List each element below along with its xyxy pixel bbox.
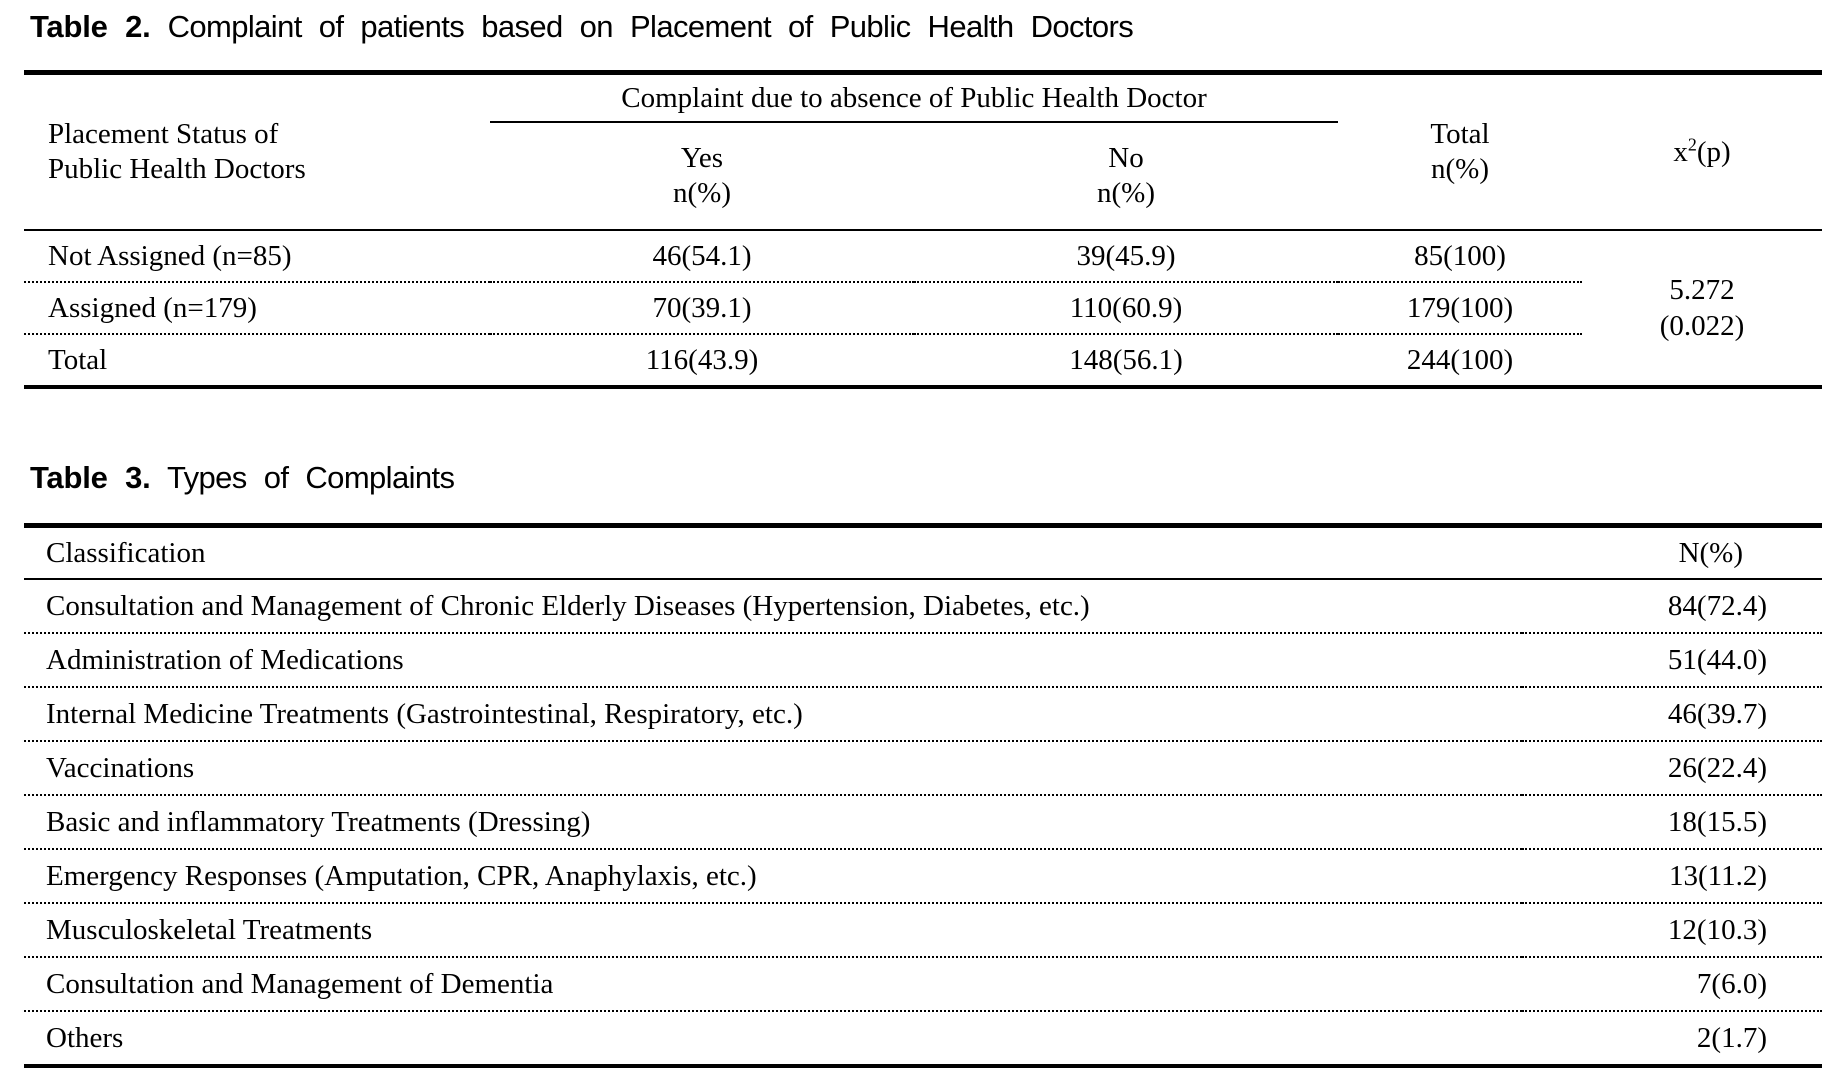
table2-header-yes-line2: n(%)	[673, 177, 731, 209]
row-label: Musculoskeletal Treatments	[24, 903, 1522, 958]
table3-complaint-types: Classification N(%) Consultation and Man…	[24, 523, 1822, 1068]
table2-header-chi-square: x2(p)	[1582, 72, 1822, 231]
table-row: Consultation and Management of Chronic E…	[24, 579, 1822, 634]
table-row: Musculoskeletal Treatments 12(10.3)	[24, 903, 1822, 958]
inter-table-gap	[24, 389, 1822, 457]
table3-header-row: Classification N(%)	[24, 525, 1822, 580]
table2-header-no-line2: n(%)	[1097, 177, 1155, 209]
cell-no: 110(60.9)	[914, 282, 1338, 335]
table-row: Basic and inflammatory Treatments (Dress…	[24, 795, 1822, 850]
cell-n-percent: 13(11.2)	[1522, 849, 1822, 904]
cell-n-percent: 7(6.0)	[1522, 957, 1822, 1012]
table2-caption-text: Complaint of patients based on Placement…	[167, 9, 1134, 44]
table2-header-total-line1: Total	[1430, 118, 1490, 150]
row-label: Administration of Medications	[24, 633, 1522, 688]
table3-caption: Table 3. Types of Complaints	[30, 457, 1822, 499]
row-label: Consultation and Management of Chronic E…	[24, 579, 1522, 634]
chi-square-value-cell: 5.272 (0.022)	[1582, 230, 1822, 387]
table-row: Assigned (n=179) 70(39.1) 110(60.9) 179(…	[24, 282, 1822, 335]
table2-header: Placement Status of Public Health Doctor…	[24, 72, 1822, 231]
chi-square-p: (p)	[1696, 135, 1731, 168]
cell-no: 148(56.1)	[1069, 343, 1183, 376]
chi-square-p-value: (0.022)	[1659, 310, 1745, 342]
cell-no: 39(45.9)	[914, 230, 1338, 283]
chi-square-symbol: x	[1673, 135, 1688, 168]
table3-header-n-percent: N(%)	[1522, 525, 1822, 580]
row-label: Not Assigned (n=85)	[24, 230, 490, 283]
table2-header-yes: Yes n(%)	[490, 122, 914, 231]
cell-yes: 70(39.1)	[490, 282, 914, 335]
table2-caption-number: Table 2.	[30, 9, 151, 44]
table3-caption-text: Types of Complaints	[167, 460, 455, 495]
table2-header-total: Total n(%)	[1338, 72, 1582, 231]
table2-header-total-line2: n(%)	[1431, 153, 1489, 185]
table-row: Total 116(43.9) 148(56.1) 244(100)	[24, 334, 1822, 387]
row-label: Total	[48, 343, 108, 376]
row-label: Vaccinations	[24, 741, 1522, 796]
table-row: Internal Medicine Treatments (Gastrointe…	[24, 687, 1822, 742]
table-row: Vaccinations 26(22.4)	[24, 741, 1822, 796]
table3-header: Classification N(%)	[24, 525, 1822, 580]
table2-header-stub-line1: Placement Status of	[48, 118, 279, 150]
table2-header-row-group: Placement Status of Public Health Doctor…	[24, 72, 1822, 231]
table2-header-no: No n(%)	[914, 122, 1338, 231]
cell-total: 85(100)	[1338, 230, 1582, 283]
cell-n-percent: 2(1.7)	[1696, 1021, 1767, 1054]
cell-total: 244(100)	[1406, 343, 1514, 376]
row-label: Basic and inflammatory Treatments (Dress…	[24, 795, 1522, 850]
cell-yes: 46(54.1)	[490, 230, 914, 283]
table2-header-no-line1: No	[1108, 142, 1144, 174]
cell-total: 179(100)	[1338, 282, 1582, 335]
chi-square-exponent: 2	[1687, 133, 1697, 154]
cell-n-percent: 18(15.5)	[1522, 795, 1822, 850]
cell-n-percent: 51(44.0)	[1522, 633, 1822, 688]
table3-header-classification: Classification	[24, 525, 1522, 580]
cell-n-percent: 12(10.3)	[1522, 903, 1822, 958]
cell-n-percent: 84(72.4)	[1522, 579, 1822, 634]
table-row: Others 2(1.7)	[24, 1011, 1822, 1066]
table3-body: Consultation and Management of Chronic E…	[24, 579, 1822, 1066]
table2-placement-complaints: Placement Status of Public Health Doctor…	[24, 70, 1822, 389]
row-label: Others	[46, 1021, 124, 1054]
table2-header-stub-line2: Public Health Doctors	[48, 153, 306, 185]
table-row: Not Assigned (n=85) 46(54.1) 39(45.9) 85…	[24, 230, 1822, 342]
table-row: Consultation and Management of Dementia …	[24, 957, 1822, 1012]
table3-caption-number: Table 3.	[30, 460, 151, 495]
cell-n-percent: 46(39.7)	[1522, 687, 1822, 742]
chi-square-statistic: 5.272	[1669, 274, 1735, 306]
table2-header-complaint-group: Complaint due to absence of Public Healt…	[490, 72, 1338, 123]
table-row: Administration of Medications 51(44.0)	[24, 633, 1822, 688]
paper-page: Table 2. Complaint of patients based on …	[24, 6, 1822, 1068]
table2-header-stub: Placement Status of Public Health Doctor…	[24, 72, 490, 231]
row-label: Emergency Responses (Amputation, CPR, An…	[24, 849, 1522, 904]
table-row: Emergency Responses (Amputation, CPR, An…	[24, 849, 1822, 904]
cell-yes: 116(43.9)	[645, 343, 759, 376]
row-label: Assigned (n=179)	[24, 282, 490, 335]
table2-header-yes-line1: Yes	[680, 142, 724, 174]
cell-n-percent: 26(22.4)	[1522, 741, 1822, 796]
row-label: Consultation and Management of Dementia	[24, 957, 1522, 1012]
table2-body: Not Assigned (n=85) 46(54.1) 39(45.9) 85…	[24, 230, 1822, 387]
table2-caption: Table 2. Complaint of patients based on …	[30, 6, 1822, 48]
table2-header-row-sub: Yes n(%) No n(%)	[24, 122, 1822, 231]
row-label: Internal Medicine Treatments (Gastrointe…	[24, 687, 1522, 742]
